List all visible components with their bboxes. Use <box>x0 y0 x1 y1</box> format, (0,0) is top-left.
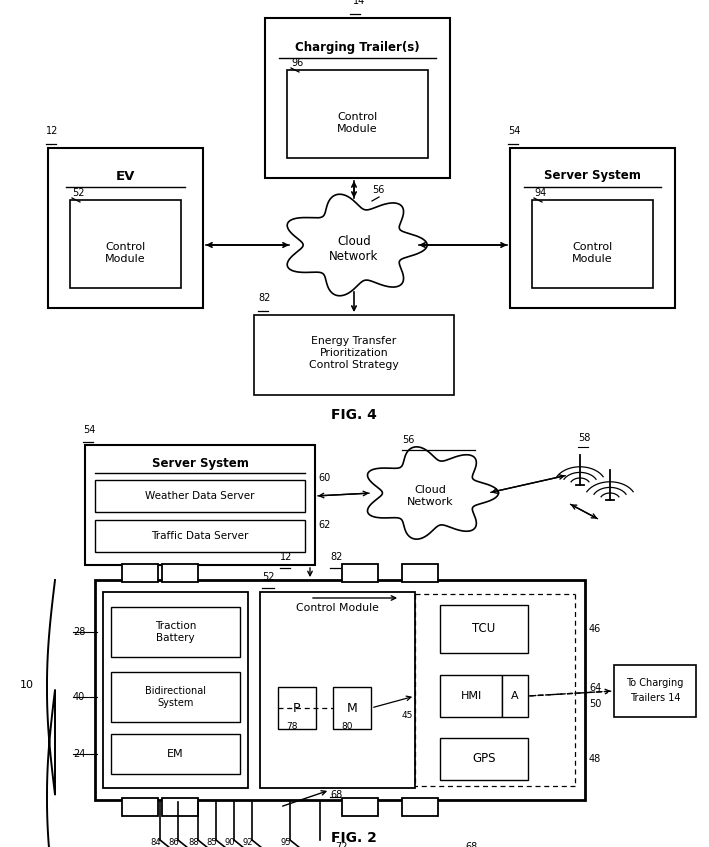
Text: M: M <box>347 701 357 715</box>
Text: 88: 88 <box>189 838 199 847</box>
Polygon shape <box>287 194 427 296</box>
Text: 52: 52 <box>72 188 84 198</box>
Bar <box>95 580 585 800</box>
Text: 24: 24 <box>73 749 85 759</box>
Bar <box>111 672 240 722</box>
Text: Trailers 14: Trailers 14 <box>630 693 680 703</box>
Text: 96: 96 <box>291 58 303 68</box>
Text: Bidirectional
System: Bidirectional System <box>145 686 206 708</box>
Text: 12: 12 <box>280 552 292 562</box>
Text: 82: 82 <box>330 552 342 562</box>
Bar <box>440 675 502 717</box>
Text: 56: 56 <box>402 435 414 445</box>
Text: 10: 10 <box>20 680 34 690</box>
Text: 64: 64 <box>589 683 601 693</box>
Bar <box>111 734 240 774</box>
Bar <box>48 148 203 308</box>
Bar <box>95 480 305 512</box>
Bar <box>70 200 181 288</box>
Bar <box>532 200 653 288</box>
Bar <box>85 445 315 565</box>
Text: 85: 85 <box>207 838 218 847</box>
Bar <box>342 798 378 816</box>
Text: FIG. 2: FIG. 2 <box>331 831 377 845</box>
Text: Traction
Battery: Traction Battery <box>155 621 196 643</box>
Text: TCU: TCU <box>472 623 496 635</box>
Bar <box>342 564 378 582</box>
Bar <box>162 564 198 582</box>
Polygon shape <box>367 447 498 540</box>
Text: P: P <box>294 701 301 715</box>
Text: 40: 40 <box>73 692 85 702</box>
Text: FIG. 4: FIG. 4 <box>331 408 377 422</box>
Text: 94: 94 <box>534 188 546 198</box>
Text: Energy Transfer
Prioritization
Control Strategy: Energy Transfer Prioritization Control S… <box>309 336 399 369</box>
Bar <box>122 564 158 582</box>
Text: Cloud
Network: Cloud Network <box>407 485 453 507</box>
Text: 78: 78 <box>286 722 298 731</box>
Text: EM: EM <box>167 749 184 759</box>
Text: 90: 90 <box>225 838 235 847</box>
Bar <box>260 592 415 788</box>
Text: 84: 84 <box>151 838 162 847</box>
Text: 48: 48 <box>589 754 601 764</box>
Text: Charging Trailer(s): Charging Trailer(s) <box>295 42 420 54</box>
Bar <box>402 798 438 816</box>
Text: 14: 14 <box>352 0 364 6</box>
Text: 52: 52 <box>262 572 274 582</box>
Text: A: A <box>511 691 519 701</box>
Text: Server System: Server System <box>544 169 641 182</box>
Text: 82: 82 <box>258 293 270 303</box>
Text: 12: 12 <box>46 126 58 136</box>
Bar <box>111 607 240 657</box>
Bar <box>614 665 696 717</box>
Bar <box>265 18 450 178</box>
Bar <box>95 520 305 552</box>
Bar <box>333 687 371 729</box>
Text: Control
Module: Control Module <box>572 242 613 263</box>
Text: 86: 86 <box>169 838 179 847</box>
Bar <box>254 315 454 395</box>
Text: 62: 62 <box>318 520 330 530</box>
Text: Control
Module: Control Module <box>105 242 146 263</box>
Text: Control
Module: Control Module <box>337 112 378 134</box>
Bar <box>510 148 675 308</box>
Text: EV: EV <box>116 169 135 182</box>
Text: Cloud
Network: Cloud Network <box>329 235 379 263</box>
Bar <box>402 564 438 582</box>
Text: 58: 58 <box>578 433 591 443</box>
Text: 60: 60 <box>318 473 330 483</box>
Text: Server System: Server System <box>152 457 248 469</box>
Bar <box>440 605 528 653</box>
Text: Weather Data Server: Weather Data Server <box>145 491 255 501</box>
Text: 80: 80 <box>341 722 352 731</box>
Text: 92: 92 <box>242 838 253 847</box>
Bar <box>502 675 528 717</box>
Text: 54: 54 <box>508 126 520 136</box>
Bar <box>287 70 428 158</box>
Bar <box>122 798 158 816</box>
Text: 95: 95 <box>281 838 291 847</box>
Bar <box>103 592 248 788</box>
Text: Control Module: Control Module <box>296 603 379 613</box>
Bar <box>162 798 198 816</box>
Text: To Charging: To Charging <box>626 678 683 688</box>
Text: HMI: HMI <box>460 691 481 701</box>
Text: 45: 45 <box>401 711 413 720</box>
Text: 68: 68 <box>465 842 477 847</box>
Text: 46: 46 <box>589 624 601 634</box>
Text: Traffic Data Server: Traffic Data Server <box>151 531 249 541</box>
Bar <box>440 738 528 780</box>
Bar <box>278 687 316 729</box>
Text: GPS: GPS <box>472 752 496 766</box>
Text: 56: 56 <box>372 185 384 195</box>
Text: 54: 54 <box>83 425 96 435</box>
Text: 68: 68 <box>330 790 342 800</box>
Text: 28: 28 <box>73 627 85 637</box>
Text: 50: 50 <box>589 699 601 709</box>
Text: 72: 72 <box>335 842 347 847</box>
